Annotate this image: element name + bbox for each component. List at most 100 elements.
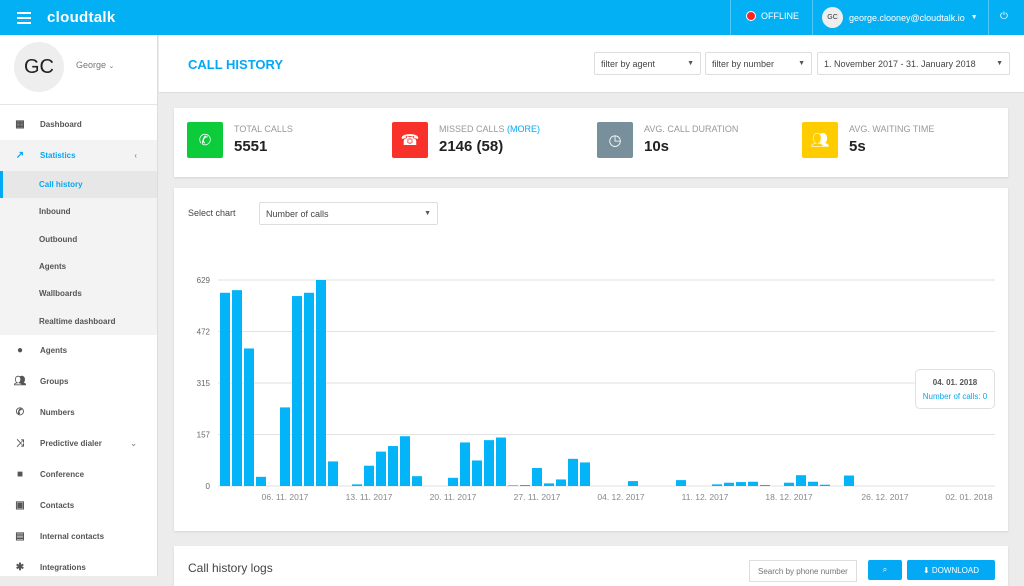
x-tick-label: 06. 11. 2017: [262, 492, 309, 502]
avatar: GC: [822, 7, 843, 28]
select-chart-label: Select chart: [188, 208, 236, 218]
y-tick-label: 629: [197, 276, 211, 285]
statistics-submenu: Call history Inbound Outbound Agents Wal…: [0, 171, 157, 335]
sidebar-item-numbers[interactable]: ✆ Numbers: [0, 397, 157, 428]
chart-bar: [532, 467, 542, 486]
y-tick-label: 472: [197, 328, 211, 337]
x-tick-label: 02. 01. 2018: [945, 492, 993, 502]
chart-bar: [748, 481, 758, 486]
chevron-left-icon: ‹: [134, 151, 137, 160]
y-tick-label: 0: [206, 482, 211, 491]
download-label: DOWNLOAD: [931, 565, 980, 575]
download-icon: ⬇: [922, 565, 932, 575]
caret-down-icon: ▼: [687, 60, 694, 67]
more-link[interactable]: (MORE): [507, 124, 541, 134]
sidebar-item-label: Statistics: [40, 151, 76, 160]
sidebar-item-contacts[interactable]: ▣ Contacts: [0, 490, 157, 521]
phone-search-input[interactable]: [749, 560, 857, 582]
x-tick-label: 26. 12. 2017: [861, 492, 909, 502]
sidebar-item-label: Integrations: [40, 562, 86, 572]
sidebar-item-statistics[interactable]: ↗ Statistics ‹: [0, 140, 157, 171]
x-tick-label: 27. 11. 2017: [514, 492, 561, 502]
date-range-value: 1. November 2017 - 31. January 2018: [824, 58, 976, 69]
call-logs-card: Call history logs ⌕ ⬇ DOWNLOAD: [174, 546, 1008, 586]
filter-agent-select[interactable]: filter by agent ▼: [594, 52, 701, 75]
profile-name-dropdown[interactable]: George ⌄: [76, 60, 114, 70]
chart-bar: [364, 465, 374, 486]
sidebar-subitem-inbound[interactable]: Inbound: [39, 207, 71, 217]
sidebar-item-agents[interactable]: ● Agents: [0, 335, 157, 366]
chart-bar: [676, 480, 686, 486]
filter-number-select[interactable]: filter by number ▼: [705, 52, 812, 75]
dashboard-icon: ▦: [15, 119, 25, 130]
chart-bar: [448, 477, 458, 486]
status-text: OFFLINE: [761, 11, 800, 21]
sidebar-item-label: Predictive dialer: [40, 438, 102, 448]
sidebar: GC George ⌄ ▦ Dashboard ↗ Statistics ‹ Call…: [0, 35, 158, 576]
clock-icon: ◷: [597, 122, 633, 158]
sidebar-item-predictive-dialer[interactable]: ⤨ Predictive dialer ⌄: [0, 428, 157, 459]
sidebar-item-conference[interactable]: ■ Conference: [0, 459, 157, 490]
shuffle-icon: ⤨: [16, 437, 24, 449]
chart-bar: [784, 482, 794, 486]
sidebar-item-label: Groups: [40, 376, 69, 386]
people-icon: 👥︎: [802, 122, 838, 158]
caret-down-icon: ▼: [996, 60, 1003, 67]
user-menu[interactable]: GC george.clooney@cloudtalk.io ▼: [822, 7, 978, 28]
sidebar-item-internal-contacts[interactable]: ▤ Internal contacts: [0, 521, 157, 552]
chart-bar: [508, 485, 518, 486]
menu-icon[interactable]: [17, 11, 31, 24]
page-header: CALL HISTORY filter by agent ▼ filter by …: [159, 35, 1024, 93]
page-title: CALL HISTORY: [188, 57, 284, 72]
chart-bar: [736, 482, 746, 486]
status-toggle[interactable]: OFFLINE: [746, 11, 799, 21]
sidebar-item-groups[interactable]: 👥︎ Groups: [0, 366, 157, 397]
chart-bar: [316, 280, 326, 486]
caret-down-icon: ▼: [424, 210, 431, 217]
chart-bar: [292, 296, 302, 486]
sidebar-item-label: Contacts: [40, 500, 75, 510]
caret-down-icon: ▼: [798, 60, 805, 67]
chart-bar: [484, 440, 494, 486]
stat-missed-calls: ☎ MISSED CALLS (MORE) 2146 (58): [392, 122, 540, 158]
sidebar-subitem-call-history[interactable]: Call history: [0, 171, 157, 199]
logo: cloudtalk: [47, 9, 116, 26]
chart-bar: [844, 475, 854, 486]
stats-card: ✆ TOTAL CALLS 5551 ☎ MISSED CALLS (MORE) 214…: [174, 108, 1008, 177]
sidebar-subitem-outbound[interactable]: Outbound: [39, 234, 78, 244]
sidebar-subitem-agents[interactable]: Agents: [39, 262, 67, 272]
trending-icon: ↗: [15, 150, 25, 161]
sidebar-subitem-wallboards[interactable]: Wallboards: [39, 289, 82, 299]
sidebar-item-label: Agents: [40, 345, 68, 355]
chart-bar: [712, 484, 722, 486]
sidebar-item-label: Dashboard: [40, 120, 82, 129]
download-button[interactable]: ⬇ DOWNLOAD: [907, 560, 995, 580]
chart-bar: [808, 481, 818, 486]
chart-bar: [724, 482, 734, 486]
power-icon[interactable]: ⏻: [1000, 11, 1008, 22]
person-icon: ●: [16, 344, 24, 356]
date-range-select[interactable]: 1. November 2017 - 31. January 2018 ▼: [817, 52, 1010, 75]
x-tick-label: 04. 12. 2017: [597, 492, 645, 502]
chart-bar: [328, 461, 338, 486]
y-tick-label: 315: [197, 379, 211, 388]
contact-card-icon: ▤: [15, 530, 25, 542]
chart-bar: [556, 479, 566, 486]
profile-name: George: [76, 60, 107, 70]
sidebar-item-dashboard[interactable]: ▦ Dashboard: [0, 109, 157, 140]
user-email: george.clooney@cloudtalk.io: [849, 12, 965, 23]
puzzle-icon: ✱: [15, 561, 25, 573]
search-button[interactable]: ⌕: [868, 560, 902, 580]
chart-bar: [220, 292, 230, 486]
profile: GC George ⌄: [0, 35, 157, 105]
sidebar-subitem-realtime-dashboard[interactable]: Realtime dashboard: [39, 316, 116, 326]
chart-bar: [304, 292, 314, 486]
missed-call-icon: ☎: [392, 122, 428, 158]
tooltip-date: 04. 01. 2018: [932, 378, 978, 387]
filter-agent-value: filter by agent: [601, 58, 656, 69]
contacts-icon: ▣: [15, 499, 25, 511]
chat-icon: ■: [16, 468, 24, 480]
chart-bar: [460, 442, 470, 486]
chart-type-select[interactable]: Number of calls ▼: [259, 202, 438, 225]
sidebar-item-integrations[interactable]: ✱ Integrations: [0, 552, 157, 583]
